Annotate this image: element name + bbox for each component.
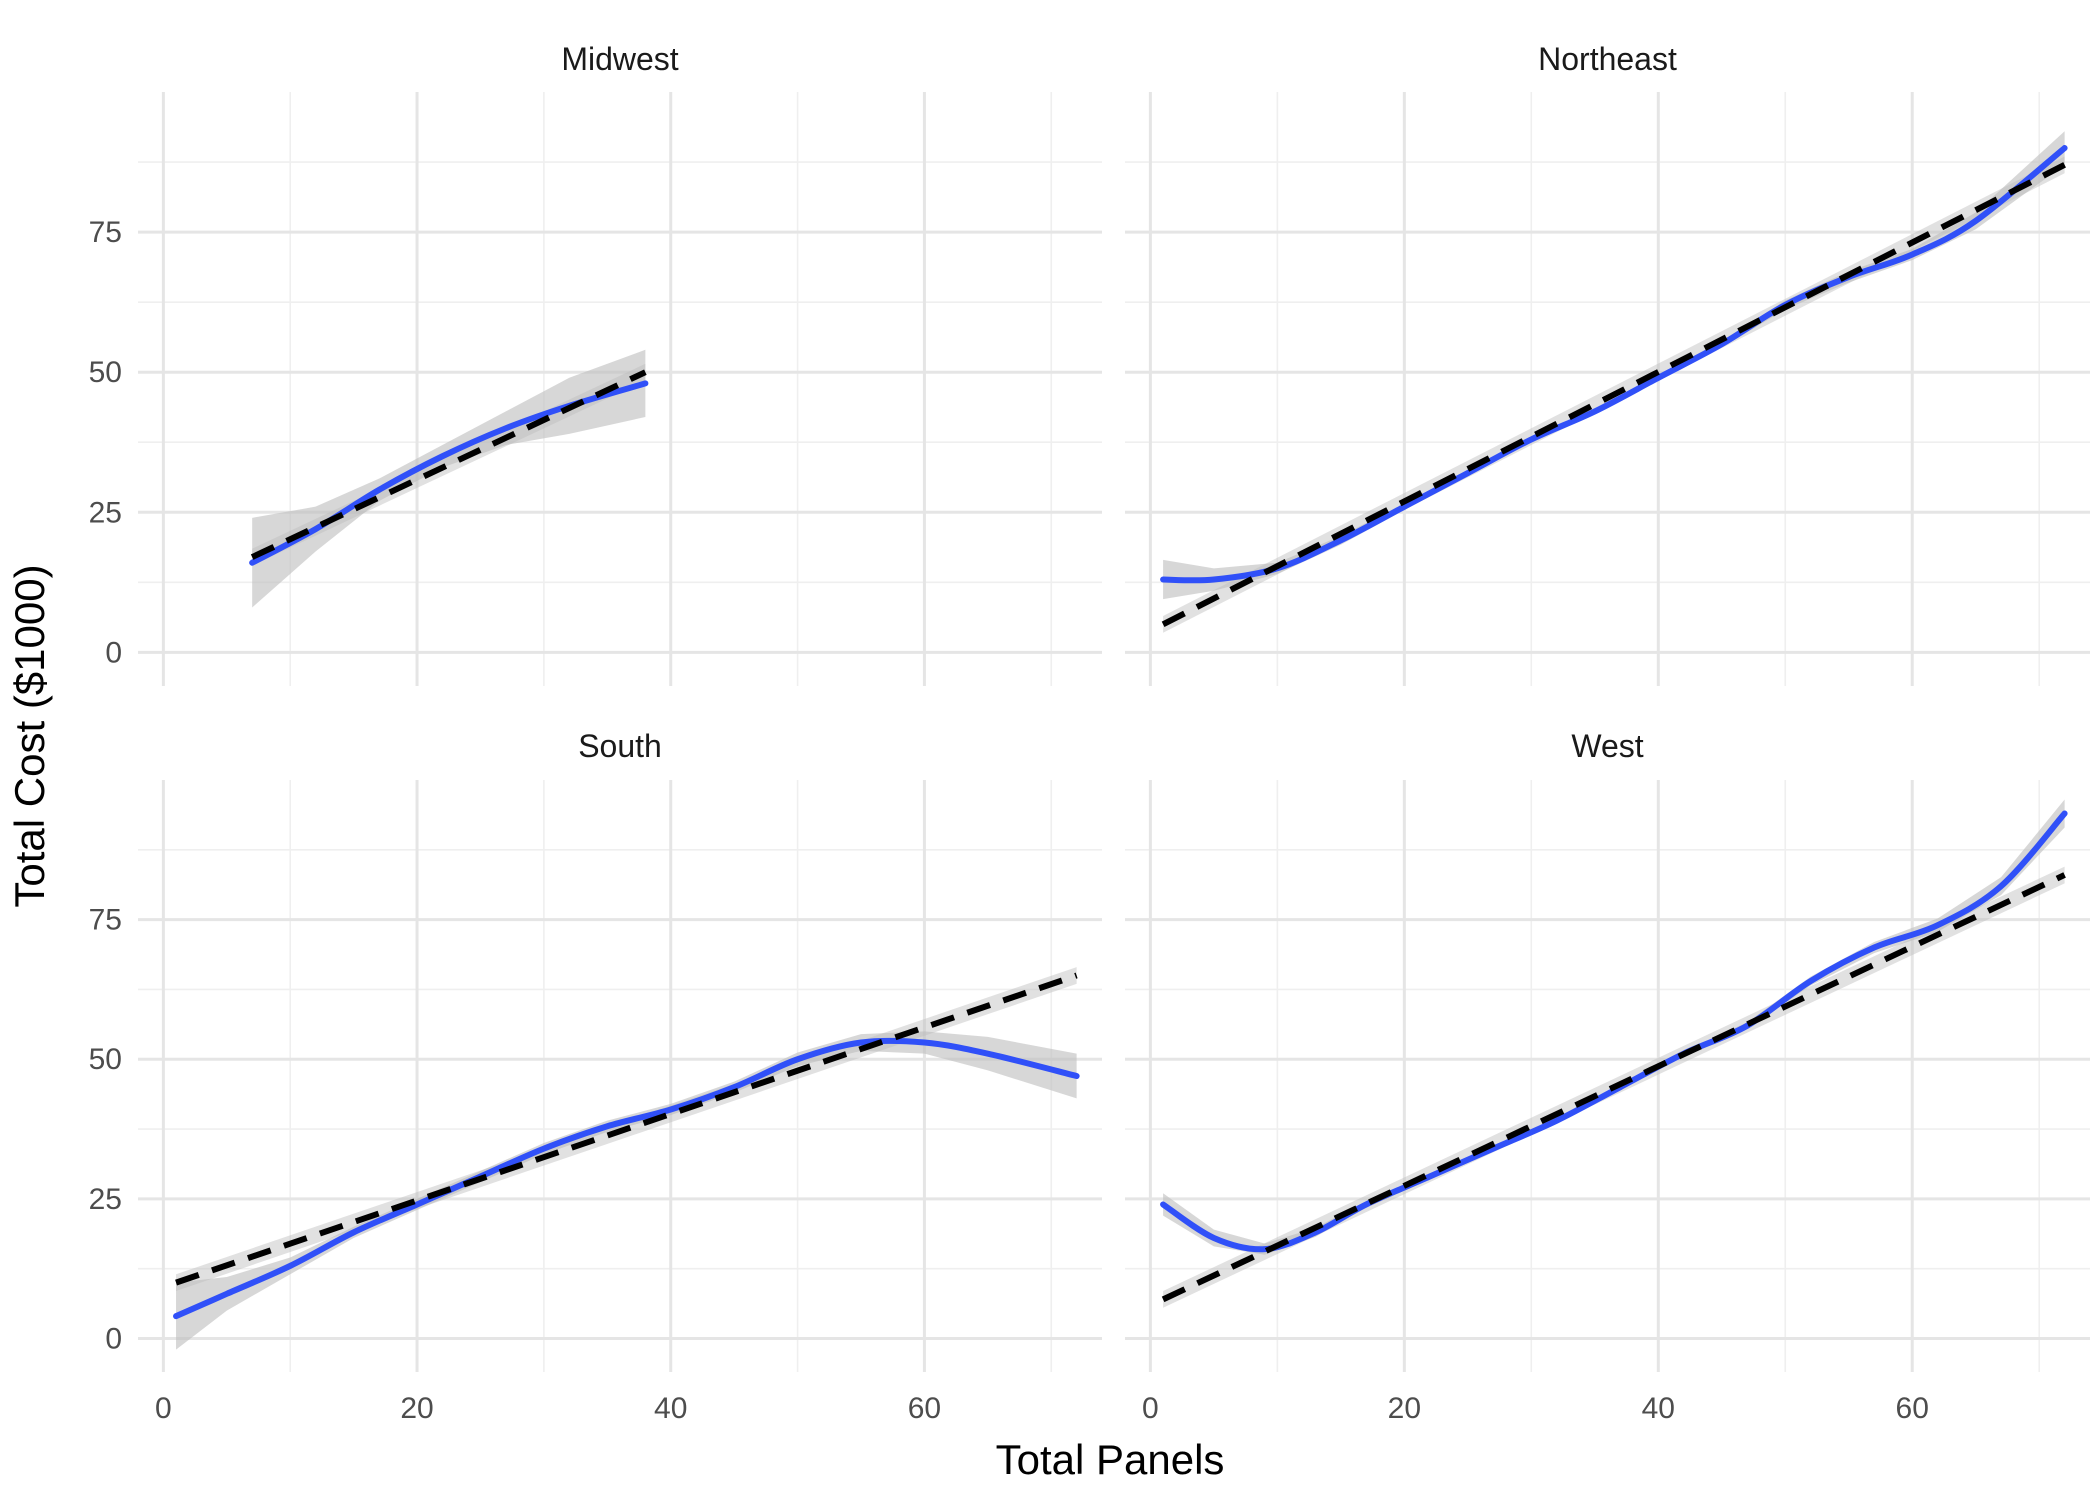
panel-midwest: Midwest 0 25 50 75 [89,41,1102,686]
linear-fit-line [1161,162,2066,628]
panel-title-west: West [1571,728,1643,764]
smooth-fit-line [173,1037,1080,1320]
y-axis-title: Total Cost ($1000) [6,564,53,907]
y-tick-label: 75 [89,216,122,249]
x-tick-label: 20 [1388,1392,1421,1425]
linear-fit-line [175,972,1078,1286]
x-tick-label: 40 [654,1392,687,1425]
smooth-fit-band [252,349,646,608]
y-tick-label: 50 [89,1043,122,1076]
y-tick-label: 0 [105,636,122,669]
x-tick-label: 60 [908,1392,941,1425]
x-tick-label: 0 [1142,1392,1159,1425]
y-tick-label: 75 [89,904,122,937]
x-tick-label: 60 [1896,1392,1929,1425]
linear-fit-line [250,369,647,560]
panel-title-northeast: Northeast [1538,41,1677,77]
panel-northeast: Northeast [1125,41,2090,686]
panel-title-midwest: Midwest [561,41,678,77]
x-tick-label: 20 [400,1392,433,1425]
smooth-fit-line [1160,145,2068,584]
panel-south: South 0 25 50 75 0 20 40 60 [89,728,1102,1425]
x-tick-label: 40 [1642,1392,1675,1425]
smooth-fit-band [1163,799,2065,1255]
y-tick-label: 0 [105,1322,122,1355]
smooth-fit-line [1160,810,2068,1253]
y-tick-label: 50 [89,356,122,389]
panel-title-south: South [578,728,662,764]
x-axis-title: Total Panels [996,1436,1225,1483]
panel-west: West 0 20 40 60 [1125,728,2090,1425]
y-tick-label: 25 [89,1183,122,1216]
linear-fit-line [1161,872,2066,1303]
y-tick-label: 25 [89,496,122,529]
smooth-fit-band [1163,131,2065,600]
smooth-fit-band [176,1031,1077,1350]
x-tick-label: 0 [155,1392,172,1425]
